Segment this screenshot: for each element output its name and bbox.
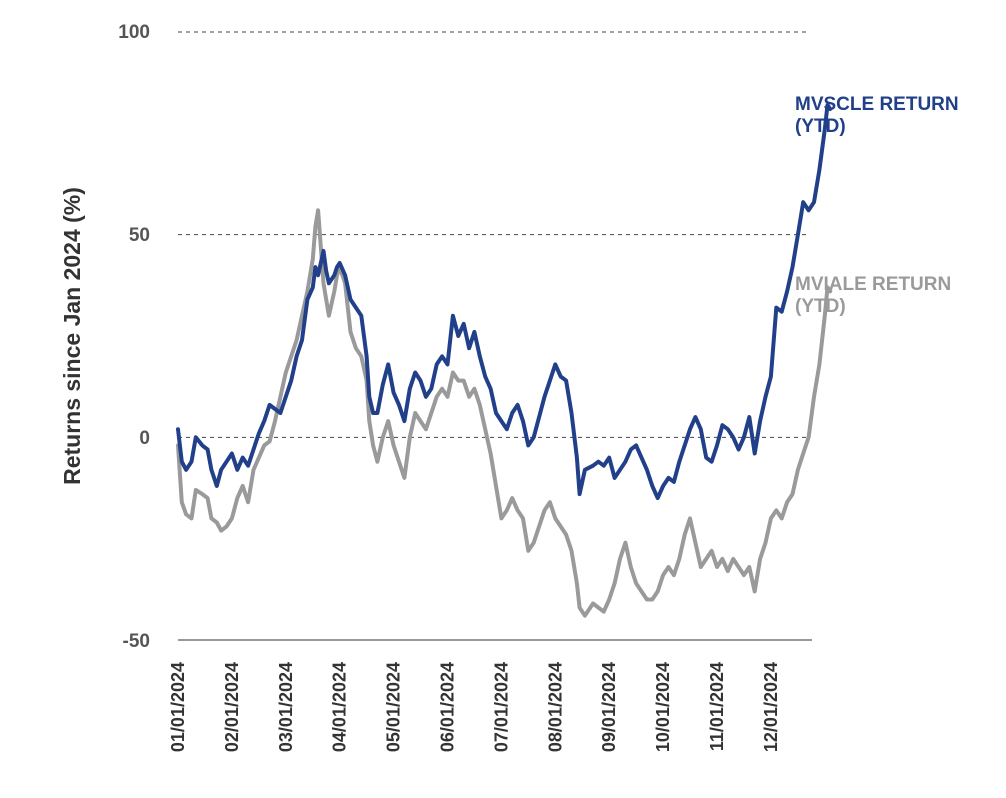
x-tick-label: 02/01/2024 [222,662,242,752]
legend-line: (YTD) [795,116,846,137]
y-tick-label: 0 [139,428,150,449]
y-tick-labels: 100 50 0 -50 [118,22,150,652]
legend-line: (YTD) [795,296,846,317]
x-tick-label: 08/01/2024 [545,662,565,752]
x-tick-label: 04/01/2024 [330,662,350,752]
x-tick-label: 10/01/2024 [653,662,673,752]
y-tick-label: -50 [123,631,150,652]
x-tick-labels: 01/01/2024 02/01/2024 03/01/2024 04/01/2024… [168,662,781,752]
legend-line: MVSCLE RETURN [795,94,959,115]
series-lines [176,103,833,618]
x-tick-label: 12/01/2024 [761,662,781,752]
x-tick-label: 06/01/2024 [438,662,458,752]
x-tick-label: 11/01/2024 [707,662,727,751]
legend-label-mviale: MVIALE RETURN (YTD) [795,274,957,317]
y-axis-label: Returns since Jan 2024 (%) [59,187,85,485]
x-tick-label: 09/01/2024 [599,662,619,752]
legend-label-mvscle: MVSCLE RETURN (YTD) [795,94,964,137]
series-line-mvscle [176,103,833,501]
x-tick-label: 01/01/2024 [168,662,188,752]
x-tick-label: 07/01/2024 [491,662,511,752]
x-tick-label: 05/01/2024 [384,662,404,752]
y-tick-label: 100 [118,22,150,43]
x-tick-label: 03/01/2024 [276,662,296,752]
gridlines [178,31,806,438]
legend: MVSCLE RETURN (YTD) MVIALE RETURN (YTD) [795,94,964,317]
legend-line: MVIALE RETURN [795,274,951,295]
series-line-mviale [176,208,833,618]
y-tick-label: 50 [129,225,150,246]
